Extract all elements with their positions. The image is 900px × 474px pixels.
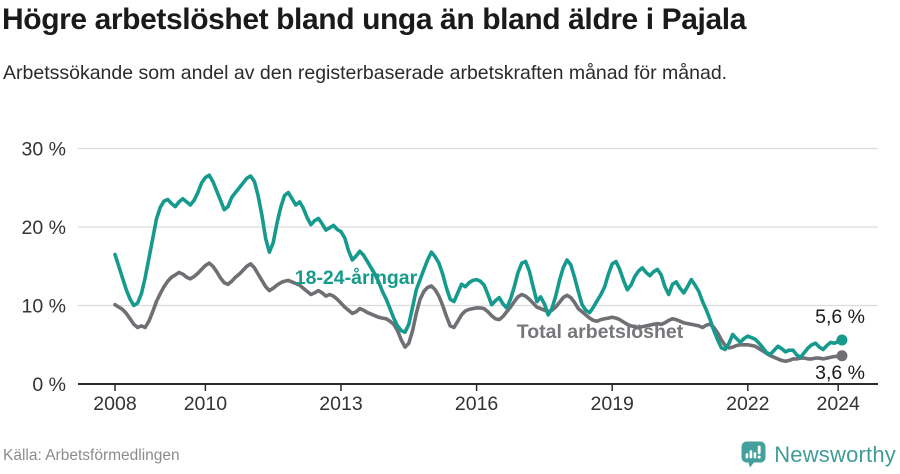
- end-value-label-total: 3,6 %: [815, 362, 865, 384]
- y-axis-tick-label: 10 %: [22, 296, 66, 318]
- newsworthy-logo-link[interactable]: Newsworthy: [741, 441, 896, 468]
- series-end-dot-youth-18-24: [836, 334, 848, 346]
- series-line-youth-18-24: [113, 173, 844, 360]
- x-axis-tick-label: 2019: [591, 393, 634, 415]
- x-axis-tick-label: 2010: [184, 393, 228, 415]
- newsworthy-bubble-chart-icon: [741, 441, 766, 468]
- series-line-total: [113, 261, 844, 364]
- x-axis-tick-label: 2022: [726, 393, 769, 415]
- x-axis-tick-label: 2008: [93, 393, 136, 415]
- newsworthy-wordmark: Newsworthy: [774, 441, 896, 467]
- y-axis-tick-label: 30 %: [22, 139, 66, 161]
- chart-title: Högre arbetslöshet bland unga än bland ä…: [2, 3, 746, 36]
- y-axis-tick-label: 20 %: [22, 217, 66, 239]
- series-label-youth-18-24: 18-24-åringar: [295, 266, 418, 289]
- x-axis-tick-label: 2024: [817, 393, 861, 415]
- source-credit: Källa: Arbetsförmedlingen: [3, 447, 180, 464]
- series-end-dot-total: [836, 350, 848, 362]
- chart-subtitle: Arbetssökande som andel av den registerb…: [3, 62, 728, 84]
- x-axis-tick-label: 2016: [455, 393, 498, 415]
- series-label-total: Total arbetslöshet: [517, 321, 684, 343]
- end-value-label-youth-18-24: 5,6 %: [815, 306, 865, 328]
- y-axis-tick-label: 0 %: [32, 374, 66, 396]
- x-axis-tick-label: 2013: [319, 393, 362, 415]
